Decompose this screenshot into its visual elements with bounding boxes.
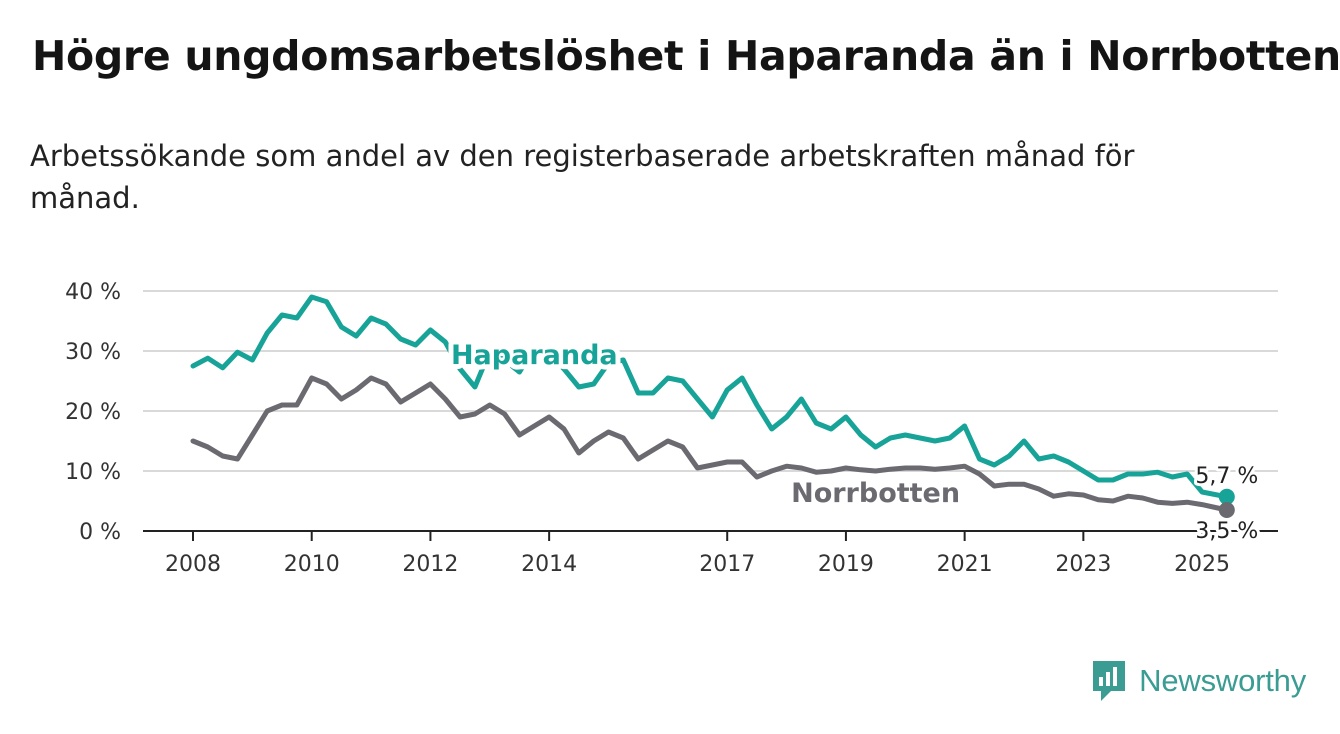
brand-logo: Newsworthy [1091,659,1306,703]
page-title: Högre ungdomsarbetslöshet i Haparanda än… [32,32,1340,80]
end-label-haparanda: 5,7 % [1195,464,1258,489]
y-tick-label: 20 % [65,400,121,425]
series-name-haparanda: Haparanda [451,340,618,371]
series-name-norrbotten: Norrbotten [791,478,960,509]
brand-name: Newsworthy [1139,663,1306,698]
bar-chart-logo-icon [1093,661,1126,701]
series-line-norrbotten [190,375,1230,513]
series-name-halo-haparanda: Haparanda [451,340,618,371]
x-tick-label: 2025 [1174,552,1230,577]
x-tick-label: 2012 [402,552,458,577]
x-tick-label: 2017 [699,552,755,577]
x-tick-label: 2014 [521,552,577,577]
end-point-norrbotten [1218,502,1235,518]
x-tick-label: 2021 [937,552,993,577]
series-line-haparanda [190,294,1230,500]
y-tick-label: 0 % [79,520,121,545]
x-tick-label: 2019 [818,552,874,577]
end-label-halo-haparanda: 5,7 % [1195,464,1258,489]
y-tick-label: 30 % [65,340,121,365]
y-tick-label: 10 % [65,460,121,485]
x-tick-label: 2010 [284,552,340,577]
series-name-halo-norrbotten: Norrbotten [791,478,960,509]
end-label-norrbotten: 3,5 % [1195,519,1258,544]
end-point-haparanda [1218,488,1235,505]
x-tick-label: 2008 [165,552,221,577]
x-tick-label: 2023 [1055,552,1111,577]
end-label-halo-norrbotten: 3,5 % [1195,519,1258,544]
page-subtitle: Arbetssökande som andel av den registerb… [30,139,1135,215]
y-tick-label: 40 % [65,280,121,305]
